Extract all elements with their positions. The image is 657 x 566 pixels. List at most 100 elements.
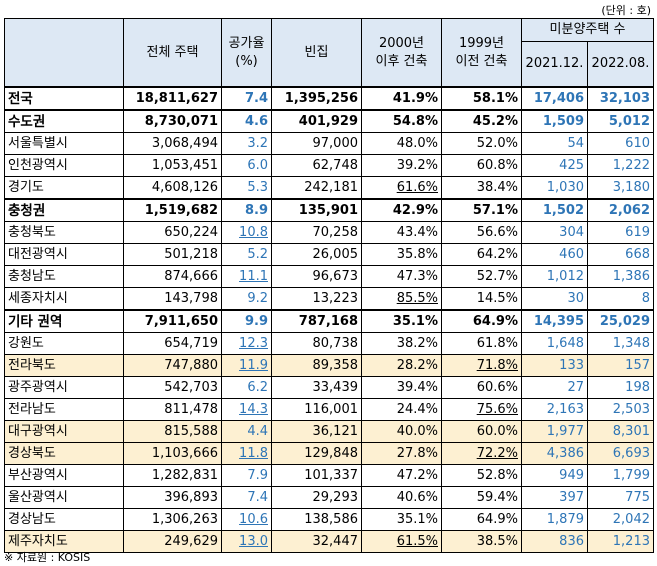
table-row: 울산광역시 396,893 7.4 29,293 40.6% 59.4% 397 775: [4, 486, 654, 509]
header-unsold-group: 미분양주택 수: [521, 18, 654, 42]
built-after-2000-cell: 40.0%: [361, 420, 442, 443]
empty-houses-cell: 787,168: [271, 309, 362, 333]
vacancy-rate-cell: 9.2: [221, 287, 272, 311]
unsold-2022-cell: 668: [587, 243, 654, 266]
empty-houses-cell: 80,738: [271, 332, 362, 355]
unsold-2022-cell: 775: [587, 486, 654, 509]
table-row: 대구광역시 815,588 4.4 36,121 40.0% 60.0% 1,977 8,30…: [4, 420, 654, 443]
vacancy-rate-cell: 11.9: [221, 354, 272, 377]
unsold-2021-cell: 304: [521, 221, 588, 244]
built-before-1999-cell: 61.8%: [441, 332, 522, 355]
header-vacancy-rate-line1: 공가율: [228, 35, 265, 51]
built-after-2000-cell: 40.6%: [361, 486, 442, 509]
header-vacancy-rate-line2: (%): [235, 53, 258, 69]
built-after-2000-cell: 48.0%: [361, 132, 442, 155]
table-row: 제주자치도 249,629 13.0 32,447 61.5% 38.5% 836 1,213: [4, 530, 654, 553]
unsold-2021-cell: 397: [521, 486, 588, 509]
empty-houses-cell: 29,293: [271, 486, 362, 509]
built-after-2000-cell: 54.8%: [361, 109, 442, 133]
total-housing-cell: 1,306,263: [123, 508, 222, 531]
empty-houses-cell: 96,673: [271, 265, 362, 288]
empty-houses-cell: 32,447: [271, 530, 362, 553]
unsold-2021-cell: 1,502: [521, 198, 588, 222]
header-before-line1: 1999년: [458, 35, 505, 51]
vacancy-rate-cell: 5.2: [221, 243, 272, 266]
vacancy-rate-cell: 11.1: [221, 265, 272, 288]
built-after-2000-cell: 39.2%: [361, 154, 442, 177]
unsold-2022-cell: 3,180: [587, 176, 654, 200]
unsold-2022-cell: 8: [587, 287, 654, 311]
built-after-2000-cell: 38.2%: [361, 332, 442, 355]
built-after-2000-cell: 43.4%: [361, 221, 442, 244]
table-row: 경기도 4,608,126 5.3 242,181 61.6% 38.4% 1,030 3,1…: [4, 176, 654, 200]
unsold-2022-cell: 32,103: [587, 86, 654, 111]
table-row: 서울특별시 3,068,494 3.2 97,000 48.0% 52.0% 54 610: [4, 132, 654, 155]
table-row: 부산광역시 1,282,831 7.9 101,337 47.2% 52.8% 949 1,7…: [4, 464, 654, 487]
unsold-2021-cell: 54: [521, 132, 588, 155]
built-after-2000-cell: 85.5%: [361, 287, 442, 311]
unsold-2021-cell: 836: [521, 530, 588, 553]
unit-label: (단위 : 호): [601, 4, 651, 17]
unsold-2021-cell: 1,879: [521, 508, 588, 531]
empty-houses-cell: 33,439: [271, 376, 362, 399]
unsold-2021-cell: 30: [521, 287, 588, 311]
vacancy-rate-cell: 6.2: [221, 376, 272, 399]
region-cell: 부산광역시: [4, 464, 124, 487]
empty-houses-cell: 116,001: [271, 398, 362, 421]
empty-houses-cell: 36,121: [271, 420, 362, 443]
header-unsold-2022: 2022.08.: [587, 41, 654, 88]
header-region: [4, 18, 124, 88]
unsold-2021-cell: 27: [521, 376, 588, 399]
unsold-2022-cell: 5,012: [587, 109, 654, 133]
total-housing-cell: 18,811,627: [123, 86, 222, 111]
total-housing-cell: 501,218: [123, 243, 222, 266]
header-unsold-2021: 2021.12.: [521, 41, 588, 88]
built-before-1999-cell: 60.6%: [441, 376, 522, 399]
table-row: 기타 권역 7,911,650 9.9 787,168 35.1% 64.9% 14,395…: [4, 309, 654, 333]
built-before-1999-cell: 64.2%: [441, 243, 522, 266]
region-cell: 기타 권역: [4, 309, 124, 333]
vacancy-rate-cell: 3.2: [221, 132, 272, 155]
total-housing-cell: 811,478: [123, 398, 222, 421]
region-cell: 경기도: [4, 176, 124, 200]
empty-houses-cell: 13,223: [271, 287, 362, 311]
header-after-line1: 2000년: [378, 35, 425, 51]
built-before-1999-cell: 64.9%: [441, 508, 522, 531]
region-cell: 인천광역시: [4, 154, 124, 177]
total-housing-cell: 249,629: [123, 530, 222, 553]
region-cell: 제주자치도: [4, 530, 124, 553]
total-housing-cell: 1,053,451: [123, 154, 222, 177]
built-after-2000-cell: 47.3%: [361, 265, 442, 288]
header-total-housing: 전체 주택: [123, 18, 222, 88]
vacancy-rate-cell: 4.6: [221, 109, 272, 133]
table-row: 광주광역시 542,703 6.2 33,439 39.4% 60.6% 27 198: [4, 376, 654, 399]
empty-houses-cell: 129,848: [271, 442, 362, 465]
empty-houses-cell: 401,929: [271, 109, 362, 133]
built-before-1999-cell: 75.6%: [441, 398, 522, 421]
built-before-1999-cell: 71.8%: [441, 354, 522, 377]
unsold-2021-cell: 425: [521, 154, 588, 177]
table-row: 경상남도 1,306,263 10.6 138,586 35.1% 64.9% 1,879 2…: [4, 508, 654, 531]
unsold-2021-cell: 1,012: [521, 265, 588, 288]
empty-houses-cell: 97,000: [271, 132, 362, 155]
unsold-2021-cell: 133: [521, 354, 588, 377]
table-row: 경상북도 1,103,666 11.8 129,848 27.8% 72.2% 4,386 6…: [4, 442, 654, 465]
built-before-1999-cell: 60.0%: [441, 420, 522, 443]
unsold-2021-cell: 1,509: [521, 109, 588, 133]
empty-houses-cell: 242,181: [271, 176, 362, 200]
total-housing-cell: 815,588: [123, 420, 222, 443]
region-cell: 전라북도: [4, 354, 124, 377]
unsold-2021-cell: 1,030: [521, 176, 588, 200]
vacancy-rate-cell: 8.9: [221, 198, 272, 222]
unsold-2022-cell: 157: [587, 354, 654, 377]
header-built-after-2000: 2000년 이후 건축: [361, 18, 442, 88]
unsold-2021-cell: 1,648: [521, 332, 588, 355]
empty-houses-cell: 89,358: [271, 354, 362, 377]
region-cell: 충청북도: [4, 221, 124, 244]
vacancy-rate-cell: 14.3: [221, 398, 272, 421]
region-cell: 강원도: [4, 332, 124, 355]
built-before-1999-cell: 57.1%: [441, 198, 522, 222]
table-row: 세종자치시 143,798 9.2 13,223 85.5% 14.5% 30 8: [4, 287, 654, 311]
header-built-before-1999: 1999년 이전 건축: [441, 18, 522, 88]
empty-houses-cell: 101,337: [271, 464, 362, 487]
